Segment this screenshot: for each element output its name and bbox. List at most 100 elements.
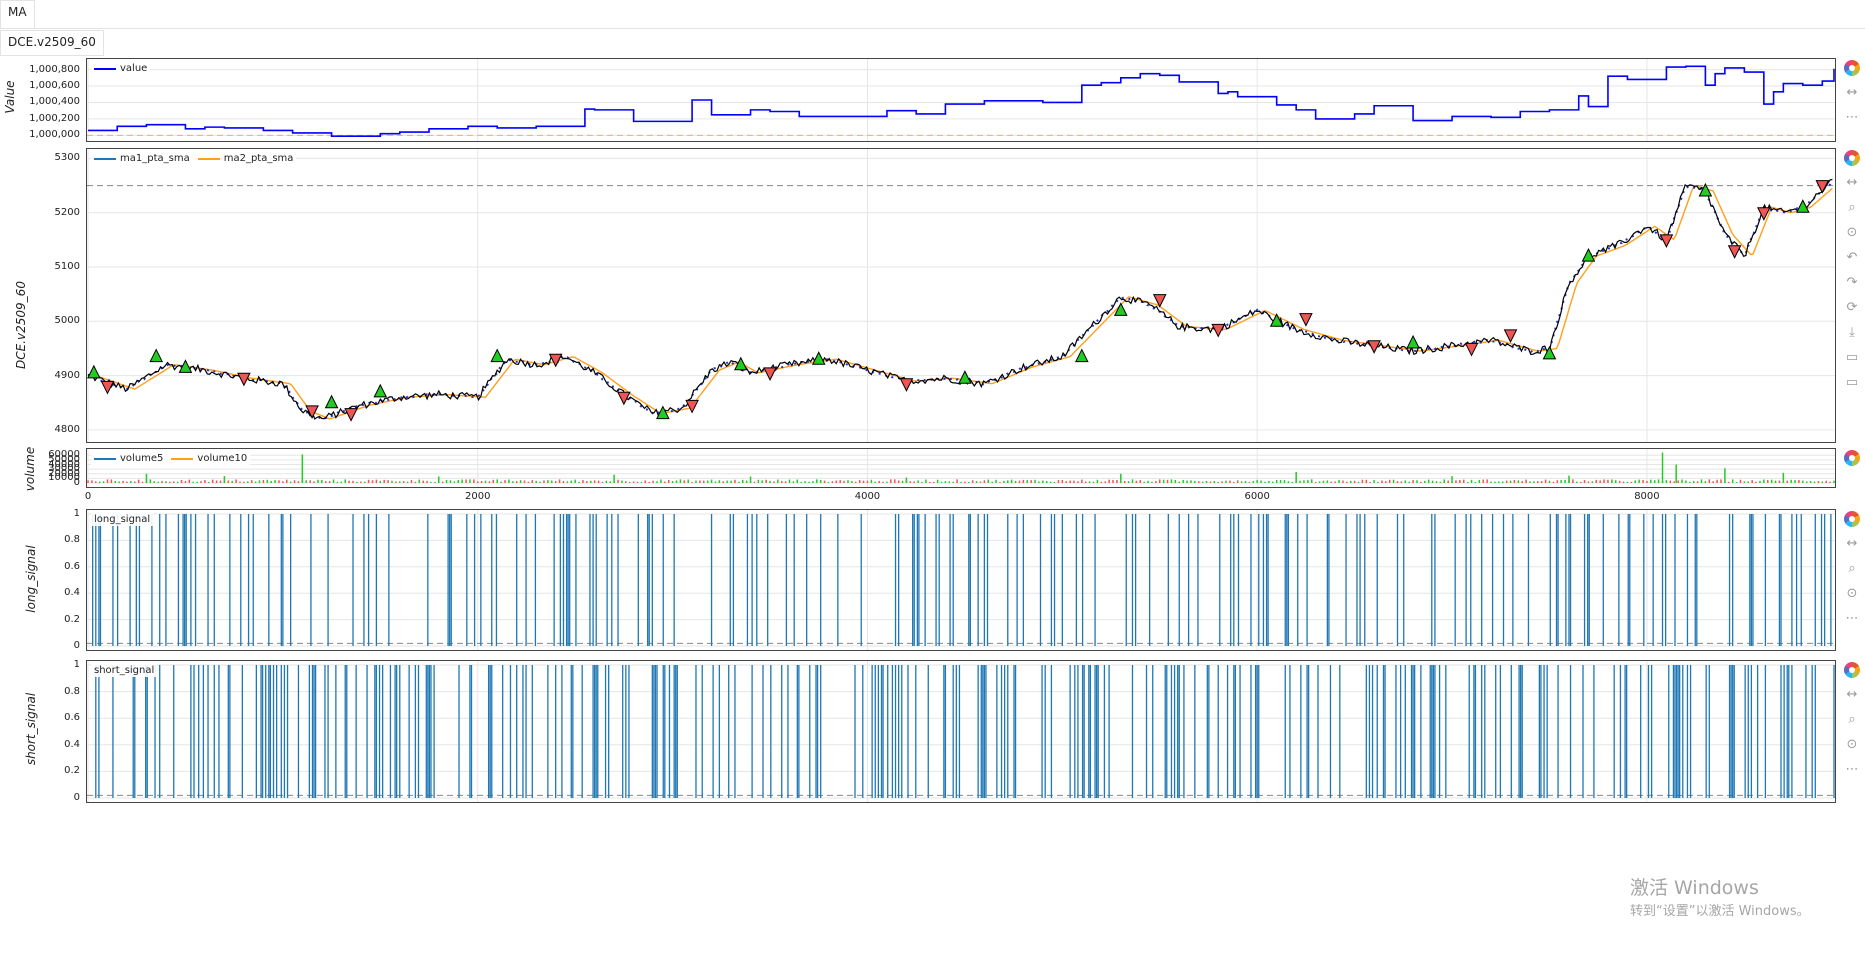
buy-marker — [1698, 182, 1713, 197]
sell-marker — [1727, 245, 1742, 259]
pan-icon[interactable]: ↔ — [1846, 687, 1858, 702]
reset-icon[interactable]: ⟳ — [1846, 300, 1858, 315]
wheel-zoom-icon[interactable]: ⊙ — [1846, 225, 1858, 240]
value-legend[interactable]: value — [91, 62, 151, 75]
save-icon[interactable]: ⤓ — [1849, 325, 1855, 340]
more-icon[interactable]: ⋯ — [1845, 762, 1859, 777]
y-tick-label: 5000 — [54, 315, 80, 327]
y-tick-label: 4800 — [54, 423, 80, 435]
volume-chart[interactable]: volume5 volume10 — [86, 448, 1836, 488]
volume10-legend-label: volume10 — [197, 453, 248, 464]
pan-icon[interactable]: ↔ — [1846, 85, 1858, 100]
volume10-legend-swatch — [171, 457, 194, 460]
short-signal-plot — [87, 661, 1835, 802]
volume-toolbar — [1840, 448, 1864, 474]
y-tick-label: 60000 — [48, 449, 80, 461]
bokeh-logo-icon[interactable] — [1844, 150, 1860, 166]
sell-marker — [763, 367, 777, 381]
buy-marker — [149, 348, 164, 363]
x-tick-label: 8000 — [1634, 491, 1660, 502]
y-tick-label: 0.2 — [64, 613, 80, 625]
buy-marker — [1796, 199, 1810, 213]
bokeh-logo-icon[interactable] — [1844, 662, 1860, 678]
buy-marker — [1581, 248, 1596, 262]
x-tick-label: 4000 — [854, 491, 881, 502]
hover-icon[interactable]: ▭ — [1845, 350, 1859, 365]
sell-marker — [1659, 234, 1674, 248]
box-zoom-icon[interactable]: ⌕ — [1848, 561, 1856, 576]
tab-dce-v2509-60[interactable]: DCE.v2509_60 — [0, 30, 104, 56]
short-signal-chart[interactable]: short_signal — [86, 660, 1836, 803]
sell-marker — [305, 405, 319, 419]
long-signal-ylabel: long_signal — [24, 545, 38, 613]
bokeh-logo-icon[interactable] — [1844, 450, 1860, 466]
price-chart[interactable]: ma1_pta_sma ma2_pta_sma — [86, 148, 1836, 443]
buy-marker — [1269, 313, 1284, 327]
more-icon[interactable]: ⋯ — [1845, 611, 1859, 626]
box-zoom-icon[interactable]: ⌕ — [1848, 200, 1856, 215]
buy-marker — [178, 359, 193, 373]
buy-marker — [87, 364, 101, 379]
windows-activation-hint: 转到“设置”以激活 Windows。 — [1630, 904, 1810, 919]
y-tick-label: 4900 — [54, 369, 80, 381]
undo-icon[interactable]: ↶ — [1846, 250, 1858, 265]
value-line — [88, 65, 1835, 137]
redo-icon[interactable]: ↷ — [1846, 275, 1858, 290]
sell-marker — [344, 408, 358, 422]
y-tick-label: 0.4 — [64, 738, 80, 750]
y-tick-label: 0 — [73, 640, 80, 651]
y-tick-label: 0.6 — [64, 712, 80, 724]
value-plot — [87, 59, 1835, 141]
sell-marker — [237, 372, 251, 387]
sell-marker — [1757, 207, 1771, 221]
more-icon[interactable]: ⋯ — [1845, 110, 1859, 125]
tab-bar-divider — [0, 28, 1865, 29]
sell-marker — [1152, 294, 1167, 308]
value-ylabel: Value — [3, 80, 17, 114]
y-tick-label: 0.8 — [64, 685, 80, 697]
x-tick-label: 0 — [84, 491, 92, 502]
windows-activation-watermark: 激活 Windows — [1630, 877, 1759, 899]
y-tick-label: 10000 — [48, 472, 80, 484]
volume5-legend-label: volume5 — [120, 453, 164, 464]
long-signal-chart[interactable]: long_signal — [86, 509, 1836, 651]
short-signal-legend[interactable]: short_signal — [91, 664, 158, 677]
crosshair-icon[interactable]: ▭ — [1845, 375, 1859, 390]
sell-marker — [1464, 342, 1479, 357]
y-tick-label: 1 — [73, 508, 80, 519]
price-legend[interactable]: ma1_pta_sma ma2_pta_sma — [91, 152, 297, 165]
pan-icon[interactable]: ↔ — [1846, 175, 1858, 190]
long-signal-legend[interactable]: long_signal — [91, 513, 154, 526]
wheel-zoom-icon[interactable]: ⊙ — [1846, 737, 1858, 752]
sell-marker — [1503, 329, 1518, 343]
short-signal-toolbar: ↔ ⌕ ⊙ ⋯ — [1840, 660, 1864, 786]
ma2-legend-swatch — [197, 157, 220, 160]
x-tick-label: 6000 — [1244, 491, 1270, 502]
y-tick-label: 0.2 — [64, 765, 80, 777]
value-legend-label: value — [120, 63, 148, 74]
y-tick-label: 50000 — [48, 453, 80, 465]
buy-marker — [1075, 348, 1089, 363]
y-tick-label: 20000 — [48, 467, 80, 479]
value-chart[interactable]: value — [86, 58, 1836, 142]
value-legend-swatch — [94, 67, 116, 70]
sell-marker — [1367, 340, 1381, 354]
buy-marker — [1406, 334, 1420, 349]
y-tick-label: 0.4 — [64, 587, 80, 599]
buy-marker — [733, 356, 748, 371]
sell-marker — [1211, 323, 1226, 338]
wheel-zoom-icon[interactable]: ⊙ — [1846, 586, 1858, 601]
sell-marker — [1299, 313, 1313, 327]
box-zoom-icon[interactable]: ⌕ — [1848, 712, 1856, 727]
y-tick-label: 1 — [73, 659, 80, 670]
y-tick-label: 30000 — [48, 463, 80, 475]
y-tick-label: 1,000,200 — [29, 112, 80, 124]
bokeh-logo-icon[interactable] — [1844, 60, 1860, 76]
sell-marker — [100, 380, 115, 395]
volume-legend[interactable]: volume5 volume10 — [91, 452, 251, 465]
sell-marker — [617, 391, 631, 406]
bokeh-logo-icon[interactable] — [1844, 511, 1860, 527]
y-tick-label: 1,000,600 — [29, 80, 80, 92]
pan-icon[interactable]: ↔ — [1846, 536, 1858, 551]
tab-ma[interactable]: MA — [0, 0, 35, 28]
